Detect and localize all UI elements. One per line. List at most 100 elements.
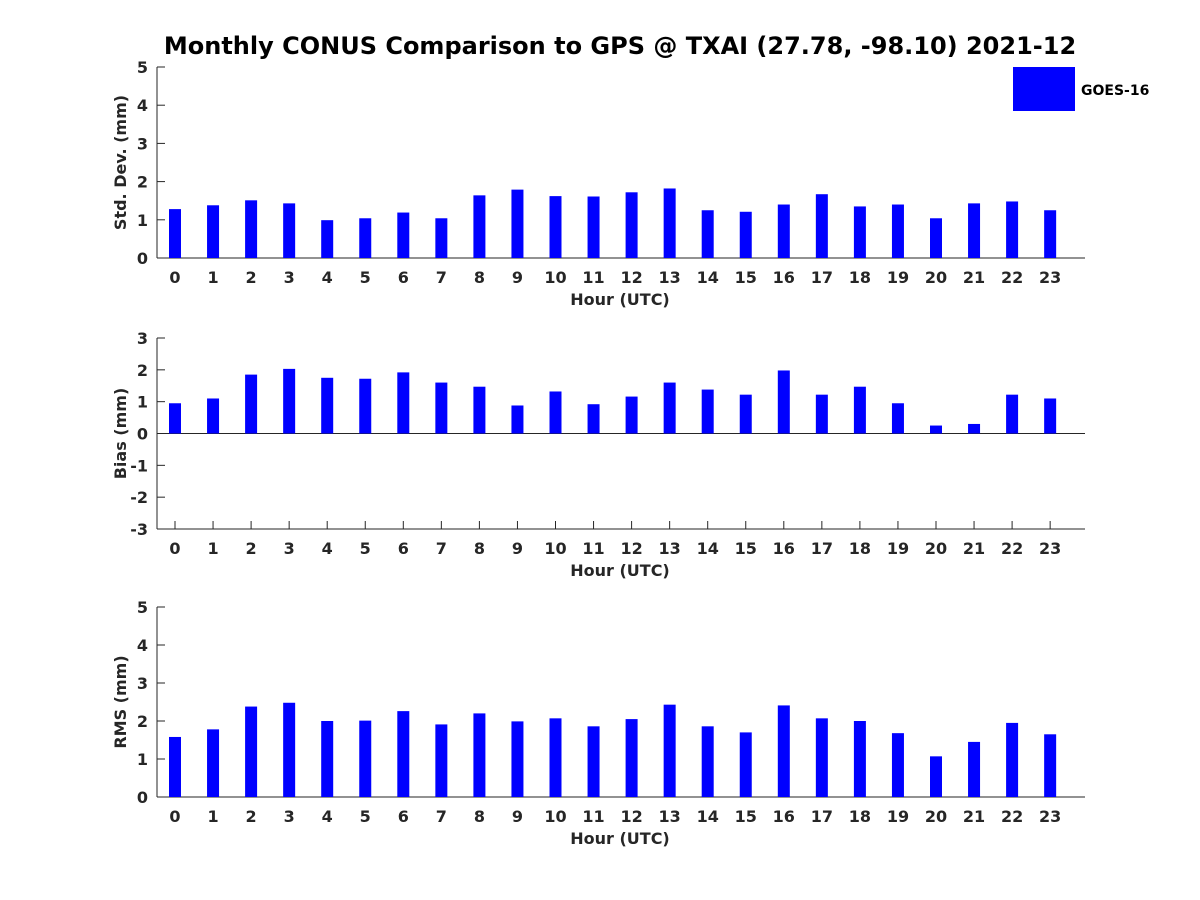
rms-x-tick-label: 20 xyxy=(925,807,947,826)
std-dev-x-tick-label: 8 xyxy=(474,268,485,287)
std-dev-bar xyxy=(435,218,448,258)
bias-x-tick-label: 6 xyxy=(398,539,409,558)
std-dev-bar xyxy=(815,194,828,258)
std-dev-bar xyxy=(397,212,410,258)
bias-x-tick-label: 15 xyxy=(735,539,757,558)
rms-x-tick-label: 0 xyxy=(169,807,180,826)
rms-x-tick-label: 11 xyxy=(582,807,604,826)
legend-swatch xyxy=(1013,67,1075,111)
bias-x-tick-label: 20 xyxy=(925,539,947,558)
bias-bar xyxy=(359,378,372,434)
std-dev-bar xyxy=(549,196,562,258)
rms-bar xyxy=(663,704,676,797)
std-dev-x-tick-label: 22 xyxy=(1001,268,1023,287)
bias-bar xyxy=(663,382,676,434)
bias-x-tick-label: 5 xyxy=(360,539,371,558)
bias-x-tick-label: 14 xyxy=(697,539,719,558)
std-dev-bar xyxy=(625,192,638,258)
legend-label: GOES-16 xyxy=(1081,83,1149,99)
bias-x-tick-label: 18 xyxy=(849,539,871,558)
rms-x-axis-label: Hour (UTC) xyxy=(570,829,670,848)
bias-bar xyxy=(1044,398,1057,434)
rms-bar xyxy=(283,702,296,797)
bias-y-tick-label: 3 xyxy=(137,329,148,348)
bias-bar xyxy=(207,398,220,434)
bias-bar xyxy=(321,377,334,434)
rms-bar xyxy=(930,756,942,797)
rms-x-tick-label: 3 xyxy=(284,807,295,826)
rms-bar xyxy=(853,721,866,797)
rms-bar xyxy=(777,705,790,797)
bias-x-tick-label: 19 xyxy=(887,539,909,558)
rms-bar xyxy=(245,706,258,797)
bias-bar xyxy=(701,389,714,434)
bias-bar xyxy=(891,403,904,434)
rms-x-tick-label: 8 xyxy=(474,807,485,826)
rms-y-tick-label: 4 xyxy=(137,636,148,655)
std-dev-bar xyxy=(777,204,790,258)
std-dev-x-tick-label: 9 xyxy=(512,268,523,287)
std-dev-x-tick-label: 4 xyxy=(322,268,333,287)
std-dev-y-tick-label: 2 xyxy=(137,173,148,192)
std-dev-bar xyxy=(1044,210,1057,258)
rms-x-tick-label: 4 xyxy=(322,807,333,826)
legend: GOES-16 xyxy=(1013,67,1149,111)
std-dev-bar xyxy=(283,203,296,258)
std-dev-x-tick-label: 21 xyxy=(963,268,985,287)
std-dev-x-tick-label: 12 xyxy=(620,268,642,287)
std-dev-y-tick-label: 1 xyxy=(137,211,148,230)
std-dev-bar xyxy=(473,195,486,258)
rms-bar xyxy=(1044,734,1057,797)
bias-bar xyxy=(853,386,866,434)
std-dev-bar xyxy=(587,196,600,258)
bias-x-tick-label: 10 xyxy=(544,539,566,558)
bias-x-axis-label: Hour (UTC) xyxy=(570,561,670,580)
bias-x-tick-label: 8 xyxy=(474,539,485,558)
std-dev-y-tick-label: 4 xyxy=(137,96,148,115)
std-dev-x-tick-label: 6 xyxy=(398,268,409,287)
bias-bar xyxy=(169,403,181,434)
rms-bar xyxy=(359,720,372,797)
bias-y-tick-label: 2 xyxy=(137,361,148,380)
std-dev-x-tick-label: 19 xyxy=(887,268,909,287)
rms-y-tick-label: 5 xyxy=(137,598,148,617)
rms-x-tick-label: 13 xyxy=(659,807,681,826)
rms-x-tick-label: 2 xyxy=(246,807,257,826)
bias-bar xyxy=(930,425,942,434)
rms-bar xyxy=(701,726,714,797)
std-dev-x-tick-label: 14 xyxy=(697,268,719,287)
rms-bar xyxy=(397,711,410,797)
bias-bar xyxy=(397,372,410,434)
rms-y-tick-label: 0 xyxy=(137,788,148,807)
bias-y-tick-label: -3 xyxy=(130,520,148,539)
bias-y-tick-label: -2 xyxy=(130,488,148,507)
std-dev-bar xyxy=(739,211,752,258)
rms-x-tick-label: 5 xyxy=(360,807,371,826)
rms-x-tick-label: 15 xyxy=(735,807,757,826)
bias-x-tick-label: 7 xyxy=(436,539,447,558)
rms-x-tick-label: 22 xyxy=(1001,807,1023,826)
std-dev-bar xyxy=(321,220,334,258)
rms-x-tick-label: 17 xyxy=(811,807,833,826)
bias-x-tick-label: 11 xyxy=(582,539,604,558)
std-dev-bar xyxy=(853,206,866,258)
rms-x-tick-label: 7 xyxy=(436,807,447,826)
std-dev-x-axis-label: Hour (UTC) xyxy=(570,290,670,309)
bias-y-tick-label: 1 xyxy=(137,393,148,412)
rms-x-tick-label: 10 xyxy=(544,807,566,826)
std-dev-x-tick-label: 1 xyxy=(207,268,218,287)
std-dev-x-tick-label: 18 xyxy=(849,268,871,287)
bias-x-tick-label: 0 xyxy=(169,539,180,558)
std-dev-bar xyxy=(663,188,676,258)
bias-bar xyxy=(511,405,524,434)
std-dev-x-tick-label: 3 xyxy=(284,268,295,287)
rms-y-tick-label: 2 xyxy=(137,712,148,731)
bias-bar xyxy=(587,404,600,434)
rms-bar xyxy=(891,733,904,797)
rms-x-tick-label: 1 xyxy=(207,807,218,826)
std-dev-x-tick-label: 17 xyxy=(811,268,833,287)
std-dev-y-axis-label: Std. Dev. (mm) xyxy=(111,95,130,230)
bias-bar xyxy=(435,382,448,434)
bias-x-tick-label: 3 xyxy=(284,539,295,558)
bias-x-tick-label: 23 xyxy=(1039,539,1061,558)
